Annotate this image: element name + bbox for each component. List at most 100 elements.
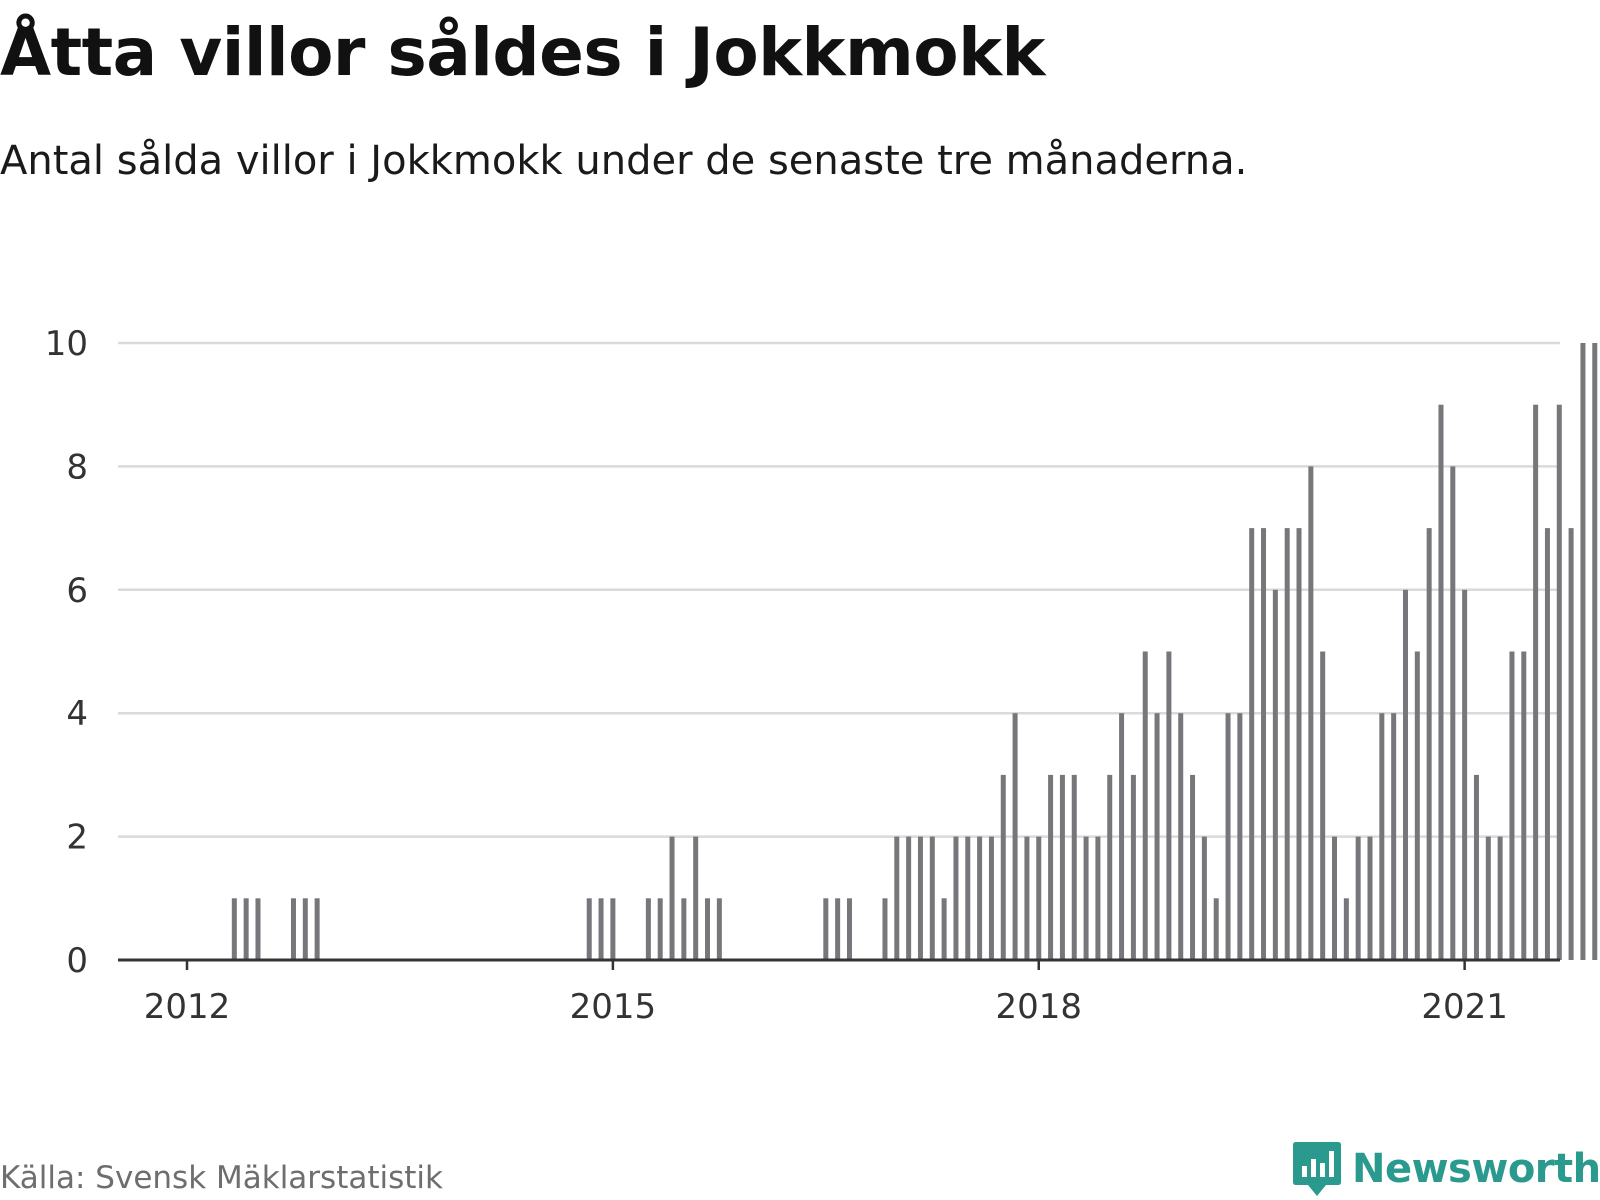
bar bbox=[1107, 774, 1113, 960]
y-tick-label: 0 bbox=[66, 941, 88, 981]
bar bbox=[1059, 774, 1065, 960]
newsworthy-logo-text: Newsworthy bbox=[1352, 1146, 1600, 1192]
bar-chart: 0246810820122015201820212023 bbox=[45, 324, 1598, 1027]
bar bbox=[906, 836, 912, 960]
bar bbox=[988, 836, 994, 960]
bar bbox=[1414, 651, 1420, 960]
bar bbox=[1178, 713, 1184, 960]
bar bbox=[1071, 774, 1077, 960]
bar bbox=[716, 898, 722, 960]
bar bbox=[1462, 589, 1468, 960]
bar bbox=[1166, 651, 1172, 960]
bar bbox=[1048, 774, 1054, 960]
bar bbox=[1237, 713, 1243, 960]
bar bbox=[1391, 713, 1397, 960]
bar bbox=[243, 898, 249, 960]
bar bbox=[1083, 836, 1089, 960]
bar bbox=[917, 836, 923, 960]
chart-subtitle: Antal sålda villor i Jokkmokk under de s… bbox=[0, 138, 1248, 184]
bar bbox=[314, 898, 320, 960]
bar bbox=[1130, 774, 1136, 960]
bar bbox=[1556, 404, 1562, 960]
bar bbox=[1402, 589, 1408, 960]
bar bbox=[645, 898, 651, 960]
y-tick-label: 4 bbox=[66, 694, 88, 734]
bar bbox=[1201, 836, 1207, 960]
bar bbox=[693, 836, 699, 960]
x-tick-label: 2015 bbox=[570, 987, 657, 1027]
bar bbox=[1343, 898, 1349, 960]
bar bbox=[231, 898, 237, 960]
bar bbox=[1568, 528, 1574, 960]
bar bbox=[1367, 836, 1373, 960]
bar bbox=[1190, 774, 1196, 960]
bar bbox=[657, 898, 663, 960]
bar bbox=[1544, 528, 1550, 960]
bar bbox=[1592, 343, 1598, 960]
bar bbox=[1308, 466, 1314, 960]
bar bbox=[669, 836, 675, 960]
bar bbox=[953, 836, 959, 960]
bar bbox=[835, 898, 841, 960]
bar bbox=[929, 836, 935, 960]
bar bbox=[610, 898, 616, 960]
bar bbox=[846, 898, 852, 960]
bar bbox=[1473, 774, 1479, 960]
bar bbox=[255, 898, 261, 960]
bar bbox=[894, 836, 900, 960]
bar bbox=[1438, 404, 1444, 960]
bar bbox=[1485, 836, 1491, 960]
bar bbox=[290, 898, 296, 960]
bar bbox=[1521, 651, 1527, 960]
y-tick-label: 6 bbox=[66, 571, 88, 611]
x-tick-label: 2021 bbox=[1421, 987, 1508, 1027]
bar bbox=[1213, 898, 1219, 960]
x-tick-label: 2018 bbox=[995, 987, 1082, 1027]
bar bbox=[1095, 836, 1101, 960]
bar bbox=[1332, 836, 1338, 960]
bar bbox=[977, 836, 983, 960]
bar bbox=[1154, 713, 1160, 960]
x-tick-label: 2012 bbox=[144, 987, 231, 1027]
bar bbox=[705, 898, 711, 960]
newsworthy-logo-icon bbox=[1293, 1142, 1341, 1196]
bar bbox=[1284, 528, 1290, 960]
y-tick-label: 8 bbox=[66, 447, 88, 487]
y-tick-label: 10 bbox=[45, 324, 88, 364]
bar bbox=[302, 898, 308, 960]
bar bbox=[1533, 404, 1539, 960]
bar bbox=[1249, 528, 1255, 960]
bar bbox=[1320, 651, 1326, 960]
bar bbox=[1450, 466, 1456, 960]
y-tick-label: 2 bbox=[66, 818, 88, 858]
grid-lines bbox=[118, 341, 1560, 838]
axes bbox=[118, 958, 1560, 970]
source-note: Källa: Svensk Mäklarstatistik bbox=[0, 1160, 443, 1196]
bar bbox=[1000, 774, 1006, 960]
bar bbox=[823, 898, 829, 960]
bar bbox=[586, 898, 592, 960]
bar bbox=[1497, 836, 1503, 960]
bar bbox=[681, 898, 687, 960]
chart-title: Åtta villor såldes i Jokkmokk bbox=[0, 14, 1045, 91]
newsworthy-logo[interactable]: Newsworthy bbox=[1292, 1140, 1600, 1198]
bar bbox=[1426, 528, 1432, 960]
bar bbox=[965, 836, 971, 960]
bar bbox=[1272, 589, 1278, 960]
bar bbox=[1261, 528, 1267, 960]
bar bbox=[1580, 343, 1586, 960]
bar bbox=[1024, 836, 1030, 960]
bar bbox=[1012, 713, 1018, 960]
bar bbox=[882, 898, 888, 960]
labels: 0246810820122015201820212023 bbox=[45, 324, 1508, 1027]
bar bbox=[598, 898, 604, 960]
bars bbox=[231, 343, 1598, 960]
bar bbox=[1225, 713, 1231, 960]
bar bbox=[1142, 651, 1148, 960]
bar bbox=[941, 898, 947, 960]
bar bbox=[1296, 528, 1302, 960]
bar bbox=[1119, 713, 1125, 960]
bar bbox=[1036, 836, 1042, 960]
bar bbox=[1355, 836, 1361, 960]
bar bbox=[1379, 713, 1385, 960]
